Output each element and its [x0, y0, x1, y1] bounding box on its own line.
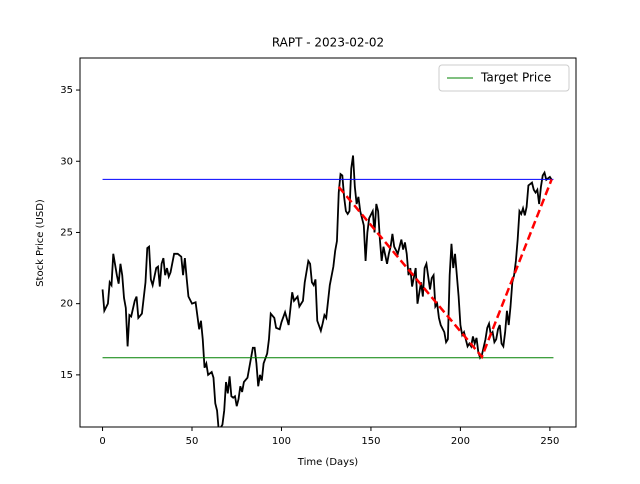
x-tick-label: 50: [186, 436, 199, 447]
x-tick-label: 100: [272, 436, 291, 447]
y-tick-label: 35: [60, 85, 73, 96]
y-tick-label: 25: [60, 227, 73, 238]
chart-title: RAPT - 2023-02-02: [272, 36, 384, 50]
y-tick-label: 15: [60, 370, 73, 381]
y-axis-label: Stock Price (USD): [35, 199, 46, 287]
legend-box: [438, 64, 570, 92]
legend-label: Target Price: [480, 71, 551, 85]
x-tick-label: 250: [540, 436, 559, 447]
x-tick-label: 200: [451, 436, 470, 447]
y-tick-label: 20: [60, 299, 73, 310]
series-line: [101, 155, 553, 427]
x-tick-label: 150: [361, 436, 380, 447]
x-tick-label: 0: [99, 436, 105, 447]
plot-frame: [79, 57, 577, 428]
x-axis-label: Time (Days): [297, 457, 359, 468]
y-tick-label: 30: [60, 156, 73, 167]
series-line: [337, 178, 553, 360]
